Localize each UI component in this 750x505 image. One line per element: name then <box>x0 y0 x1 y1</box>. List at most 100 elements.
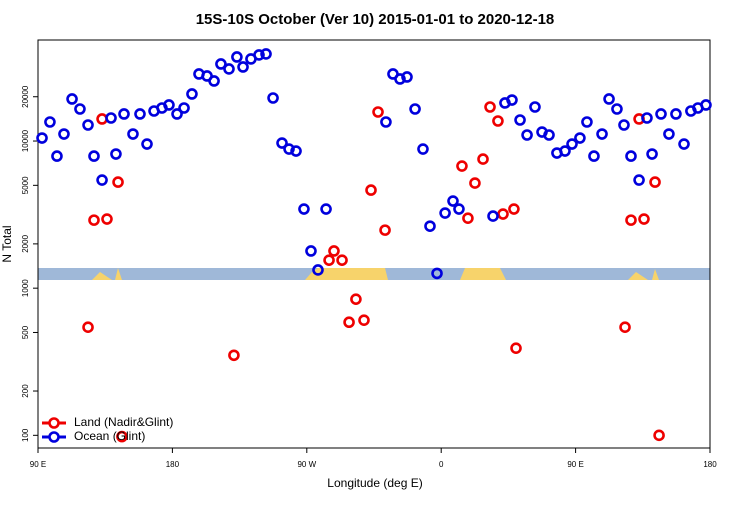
point <box>141 138 153 150</box>
point <box>82 321 94 333</box>
x-tick-label: 90 W <box>297 460 316 469</box>
y-tick-label: 5000 <box>21 176 30 194</box>
point <box>312 264 324 276</box>
legend-marker <box>48 431 60 443</box>
point <box>477 153 489 165</box>
point <box>678 138 690 150</box>
x-tick-label: 180 <box>166 460 180 469</box>
point <box>51 150 63 162</box>
point <box>44 116 56 128</box>
point <box>559 145 571 157</box>
point <box>497 208 509 220</box>
point <box>394 73 406 85</box>
legend-marker <box>48 417 60 429</box>
x-axis-label: Longitude (deg E) <box>327 476 422 490</box>
point <box>290 145 302 157</box>
point <box>492 115 504 127</box>
point <box>134 108 146 120</box>
x-tick-label: 0 <box>439 460 444 469</box>
y-tick-label: 2000 <box>21 234 30 252</box>
point <box>625 214 637 226</box>
point <box>641 112 653 124</box>
point <box>253 49 265 61</box>
legend-label: Ocean (Glint) <box>74 429 145 443</box>
point <box>101 213 113 225</box>
point <box>417 143 429 155</box>
point <box>343 316 355 329</box>
point <box>237 61 249 73</box>
point <box>670 108 682 120</box>
point <box>514 114 526 126</box>
plot-frame <box>37 39 711 449</box>
point <box>603 93 615 105</box>
point <box>36 132 48 144</box>
point <box>298 203 310 215</box>
y-tick-label: 1000 <box>21 279 30 297</box>
point <box>484 101 496 113</box>
x-tick-label: 90 E <box>30 460 46 469</box>
point <box>365 184 377 196</box>
point <box>215 58 227 70</box>
point <box>186 88 198 100</box>
x-tick-label: 180 <box>703 460 717 469</box>
point <box>409 103 421 115</box>
point <box>462 212 474 224</box>
point <box>487 210 499 222</box>
point <box>655 108 667 120</box>
point <box>163 99 175 111</box>
point <box>223 63 235 75</box>
point <box>350 293 362 305</box>
point <box>447 195 459 207</box>
point <box>625 150 637 162</box>
point <box>638 213 650 225</box>
point <box>379 224 391 236</box>
point <box>581 116 593 128</box>
point <box>228 349 240 362</box>
point <box>110 148 122 160</box>
y-tick-label: 20000 <box>21 85 30 108</box>
point <box>267 92 279 104</box>
point <box>358 314 370 326</box>
point <box>653 429 665 442</box>
point <box>74 103 86 115</box>
point <box>424 220 436 232</box>
point <box>118 108 130 120</box>
point <box>633 174 645 186</box>
point <box>105 112 117 124</box>
point <box>380 116 392 128</box>
point <box>88 150 100 162</box>
point <box>574 132 586 144</box>
point <box>328 245 340 257</box>
point <box>456 160 468 172</box>
point <box>439 207 451 219</box>
point <box>171 108 183 120</box>
point <box>231 51 243 63</box>
point <box>320 203 332 215</box>
x-tick-label: 90 E <box>567 460 583 469</box>
point <box>529 101 541 113</box>
chart-title: 15S-10S October (Ver 10) 2015-01-01 to 2… <box>196 11 555 28</box>
point <box>66 93 78 105</box>
point <box>208 75 220 87</box>
point <box>336 254 348 266</box>
point <box>700 99 712 111</box>
point <box>96 174 108 186</box>
point <box>178 102 190 114</box>
point <box>82 119 94 131</box>
point <box>323 254 335 266</box>
point <box>510 342 522 354</box>
point <box>283 143 295 155</box>
point <box>112 176 124 188</box>
point <box>649 176 661 188</box>
point <box>588 150 600 162</box>
y-tick-label: 10000 <box>21 129 30 152</box>
point <box>453 203 465 215</box>
y-tick-label: 200 <box>21 384 30 398</box>
point <box>305 245 317 257</box>
point <box>611 103 623 115</box>
point <box>566 138 578 150</box>
point <box>58 128 70 140</box>
point <box>372 106 384 118</box>
point <box>646 148 658 160</box>
point <box>276 137 288 149</box>
